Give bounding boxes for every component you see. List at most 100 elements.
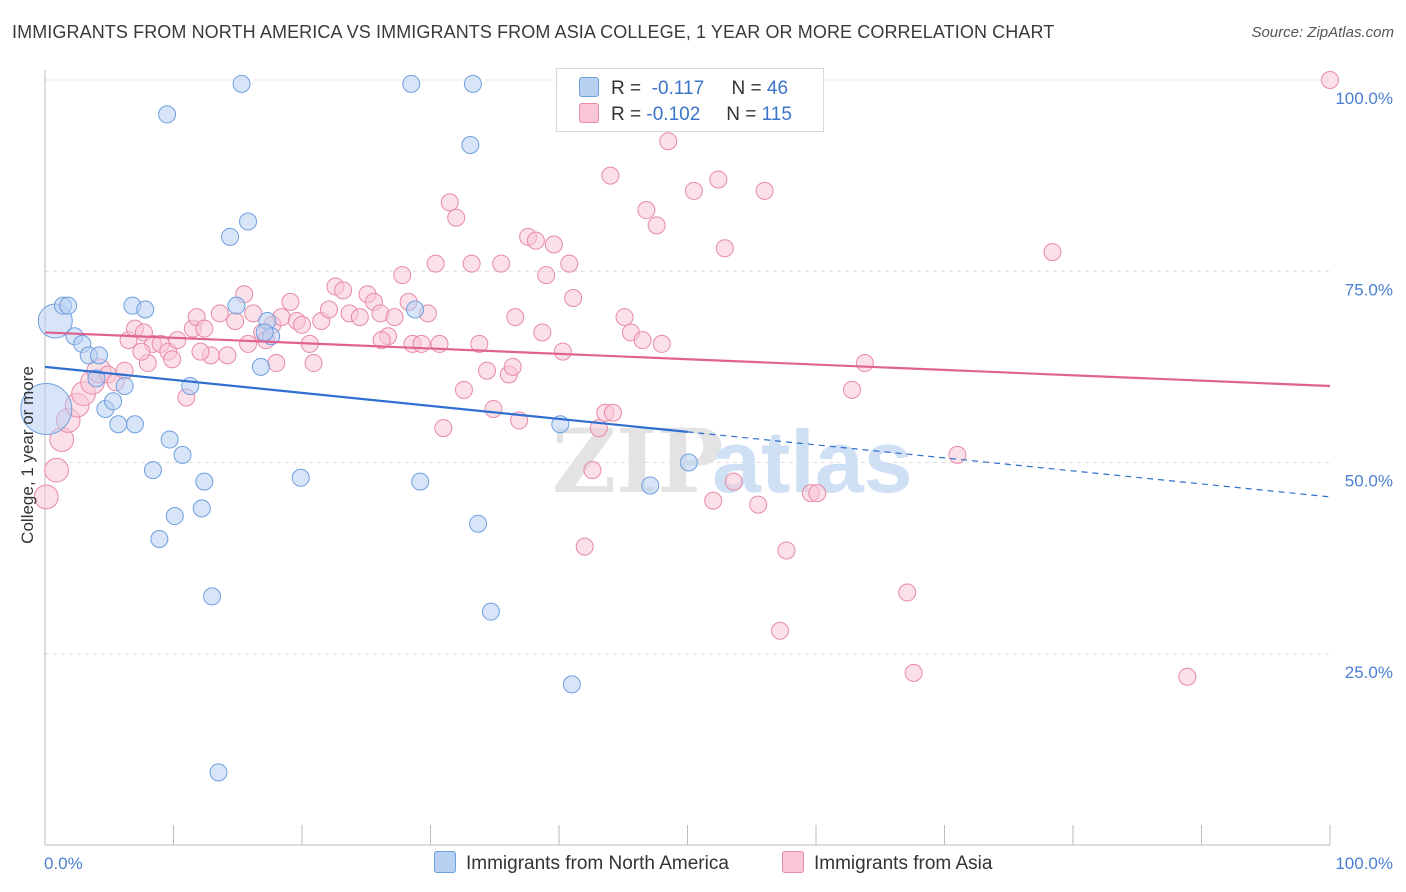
north-america-point	[461, 136, 480, 155]
asia-point	[659, 132, 678, 151]
asia-point	[553, 342, 572, 361]
asia-point	[715, 239, 734, 258]
north-america-point	[562, 675, 581, 694]
asia-point	[281, 292, 300, 311]
north-america-point	[463, 74, 482, 93]
asia-point	[564, 289, 583, 308]
north-america-point	[402, 74, 421, 93]
asia-point	[771, 621, 790, 640]
y-tick-label: 75.0%	[1345, 280, 1393, 299]
north-america-trend-extension	[687, 431, 1331, 498]
north-america-point	[406, 300, 425, 319]
asia-point	[372, 331, 391, 350]
asia-point	[724, 472, 743, 491]
north-america-point	[59, 296, 78, 315]
y-tick-label: 50.0%	[1345, 472, 1393, 491]
asia-point	[462, 254, 481, 273]
north-america-point	[143, 461, 162, 480]
asia-point	[777, 541, 796, 560]
bottom-legend-swatch-pink	[782, 851, 804, 873]
asia-point	[478, 361, 497, 380]
bottom-legend-asia: Immigrants from Asia	[782, 851, 992, 875]
asia-point	[575, 537, 594, 556]
legend-r-label: R =	[611, 104, 642, 125]
north-america-point	[195, 472, 214, 491]
asia-point	[304, 354, 323, 373]
y-tick-label: 25.0%	[1345, 663, 1393, 682]
north-america-point	[150, 530, 169, 548]
asia-point	[244, 304, 263, 323]
asia-point	[615, 308, 634, 327]
asia-point	[267, 354, 286, 373]
asia-point	[855, 354, 874, 373]
north-america-point	[125, 415, 144, 434]
asia-point	[492, 254, 511, 273]
legend-r-label: R =	[611, 78, 642, 99]
y-axis-label: College, 1 year or more	[18, 366, 37, 544]
legend-r-value: -0.102	[646, 104, 701, 125]
legend-swatch-blue	[579, 77, 599, 97]
bottom-legend-label: Immigrants from North America	[466, 853, 729, 874]
north-america-point	[109, 415, 128, 434]
legend-row-north-america: R = -0.117 N = 46	[579, 77, 788, 100]
north-america-point	[160, 430, 179, 449]
north-america-point	[203, 587, 222, 606]
asia-point	[601, 166, 620, 185]
legend-n-value: 46	[766, 78, 789, 99]
north-america-point	[481, 602, 500, 621]
legend-n-value: 115	[761, 104, 792, 125]
asia-point	[544, 235, 563, 254]
asia-point	[647, 216, 666, 235]
asia-point	[1321, 71, 1339, 89]
asia-point	[239, 334, 258, 353]
north-america-point	[192, 499, 211, 518]
y-tick-label: 100.0%	[1335, 89, 1393, 108]
asia-point	[808, 484, 827, 503]
correlation-legend: R = -0.117 N = 46 R = -0.102 N = 115	[556, 68, 824, 132]
asia-point	[434, 419, 453, 438]
north-america-point	[239, 212, 258, 231]
asia-point	[412, 334, 431, 353]
asia-point	[637, 201, 656, 220]
north-america-point	[291, 468, 310, 487]
asia-point	[210, 304, 229, 323]
series-north-america-points	[20, 74, 698, 782]
north-america-point	[158, 105, 177, 124]
grid-lines	[45, 79, 1330, 655]
asia-point	[334, 281, 353, 300]
north-america-point	[251, 357, 270, 376]
watermark: ZIP atlas	[552, 409, 913, 513]
north-america-point	[115, 377, 134, 395]
asia-point	[506, 308, 525, 327]
legend-n-label: N =	[731, 78, 762, 99]
asia-point	[350, 308, 369, 327]
north-america-point	[165, 507, 184, 526]
north-america-point	[469, 514, 488, 533]
asia-point	[526, 231, 545, 250]
legend-row-asia: R = -0.102 N = 115	[579, 103, 792, 126]
axes	[44, 70, 1331, 846]
asia-point	[484, 399, 503, 418]
tick-labels: 25.0% 50.0% 75.0% 100.0% 0.0% 100.0%	[44, 89, 1393, 873]
asia-point	[44, 457, 69, 483]
asia-point	[537, 266, 556, 285]
asia-point	[503, 357, 522, 376]
bottom-legend-label: Immigrants from Asia	[814, 853, 993, 874]
asia-point	[633, 331, 652, 350]
x-tick-label: 0.0%	[44, 854, 83, 873]
asia-point	[898, 583, 917, 602]
north-america-point	[89, 346, 108, 365]
asia-point	[560, 254, 579, 273]
legend-r-value: -0.117	[651, 78, 705, 99]
asia-point	[33, 484, 59, 510]
asia-point	[842, 380, 861, 399]
asia-point	[1178, 667, 1197, 686]
asia-point	[454, 380, 473, 399]
asia-point	[319, 300, 338, 319]
asia-point	[191, 342, 210, 361]
asia-point	[704, 491, 723, 510]
north-america-point	[641, 476, 660, 495]
asia-point	[652, 334, 671, 353]
north-america-point	[209, 763, 228, 782]
north-america-point	[232, 74, 251, 93]
